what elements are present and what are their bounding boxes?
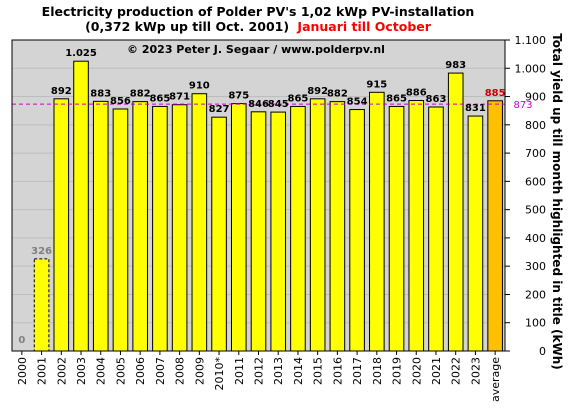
bar	[132, 101, 148, 352]
x-tick-label: 2015	[312, 357, 325, 385]
y-tick-label: 1.100	[515, 34, 547, 47]
x-tick-label: 2013	[272, 357, 285, 385]
x-tick-label: average	[489, 357, 502, 402]
x-tick-label: 2005	[114, 357, 127, 385]
chart-title: Electricity production of Polder PV's 1,…	[42, 4, 475, 19]
x-tick-label: 2021	[430, 357, 443, 385]
y-tick-label: 500	[525, 204, 546, 217]
bar	[171, 104, 188, 352]
copyright-notice: © 2023 Peter J. Segaar / www.polderpv.nl	[127, 43, 385, 56]
x-tick-label: 2023	[469, 357, 482, 385]
x-tick-label: 2011	[233, 357, 246, 385]
value-label: 983	[445, 60, 466, 71]
bar	[447, 72, 464, 352]
x-tick-label: 2016	[331, 357, 344, 385]
bar	[349, 109, 365, 352]
bar	[408, 100, 425, 352]
bar	[329, 101, 346, 352]
value-label: 863	[426, 94, 447, 105]
x-tick-label: 2008	[174, 357, 187, 385]
x-tick-label: 2006	[134, 357, 147, 385]
bar	[33, 258, 50, 352]
value-label: 0	[18, 335, 25, 346]
x-tick-label: 2018	[371, 357, 384, 385]
value-label: 892	[307, 86, 328, 97]
value-label: 871	[169, 92, 190, 103]
y-tick-label: 800	[525, 119, 546, 132]
x-tick-label: 2007	[154, 357, 167, 385]
value-label: 827	[209, 104, 230, 115]
x-tick-label: 2010*	[213, 357, 226, 391]
x-tick-label: 2000	[16, 357, 29, 385]
value-label: 882	[130, 89, 151, 100]
bar	[211, 116, 227, 352]
bar	[467, 115, 484, 352]
x-tick-label: 2004	[95, 357, 108, 385]
bar	[250, 111, 267, 352]
value-label: 326	[31, 246, 52, 257]
value-label: 910	[189, 81, 210, 92]
chart-subtitle-highlight: Januari till October	[296, 19, 431, 34]
y-tick-label: 700	[525, 147, 546, 160]
x-tick-label: 2001	[36, 357, 49, 385]
value-label: 846	[248, 99, 269, 110]
value-label: 831	[465, 103, 486, 114]
bar	[290, 105, 306, 352]
bar	[230, 103, 247, 352]
value-label: 886	[406, 88, 427, 99]
x-tick-label: 2019	[391, 357, 404, 385]
value-label: 882	[327, 89, 348, 100]
value-label: 875	[228, 91, 249, 102]
chart-subtitle: (0,372 kWp up till Oct. 2001) Januari ti…	[85, 19, 432, 34]
value-label: 856	[110, 96, 131, 107]
x-tick-label: 2017	[351, 357, 364, 385]
bar	[428, 106, 444, 352]
value-label: 915	[366, 79, 387, 90]
x-tick-label: 2002	[55, 357, 68, 385]
bar	[53, 98, 70, 352]
value-label: 865	[386, 93, 407, 104]
y-tick-label: 0	[539, 345, 546, 358]
bar	[369, 91, 385, 352]
y-axis-label: Total yield up till month highlighted in…	[550, 33, 564, 370]
bar	[388, 105, 405, 352]
y-tick-label: 600	[525, 175, 546, 188]
bar	[92, 100, 109, 352]
x-tick-label: 2009	[193, 357, 206, 385]
value-label: 1.025	[65, 48, 97, 59]
y-tick-label: 1.000	[515, 62, 547, 75]
value-label: 865	[288, 93, 309, 104]
bar	[270, 111, 287, 352]
bar	[152, 105, 168, 352]
value-label: 883	[90, 88, 111, 99]
value-label: 892	[51, 86, 72, 97]
bar	[309, 98, 326, 352]
y-tick-label: 100	[525, 317, 546, 330]
x-tick-label: 2020	[410, 357, 423, 385]
bar-average	[487, 100, 503, 352]
x-axis: 2000 2001 2002 2003 2004 2005 2006 2007 2008 2009…	[16, 351, 502, 402]
y-tick-label: 400	[525, 232, 546, 245]
bars-group	[33, 60, 503, 352]
value-label: 854	[347, 97, 368, 108]
value-label: 865	[149, 93, 170, 104]
value-label: 885	[485, 88, 506, 99]
value-label: 845	[268, 99, 289, 110]
value-labels-group: 03268921.0258838568828658719108278758468…	[18, 48, 505, 346]
chart-subtitle-prefix: (0,372 kWp up till Oct. 2001)	[85, 19, 289, 34]
y-tick-label: 300	[525, 260, 546, 273]
x-tick-label: 2003	[75, 357, 88, 385]
y-axis: 0 100 200 300 400 500 600 700 800 900 1.000 1.100	[505, 34, 546, 358]
x-tick-label: 2014	[292, 357, 305, 385]
y-tick-label: 900	[525, 91, 546, 104]
reference-line-label: 873	[513, 100, 532, 111]
x-tick-label: 2012	[253, 357, 266, 385]
y-tick-label: 200	[525, 288, 546, 301]
bar	[191, 93, 208, 352]
x-tick-label: 2022	[450, 357, 463, 385]
bar	[112, 108, 129, 352]
